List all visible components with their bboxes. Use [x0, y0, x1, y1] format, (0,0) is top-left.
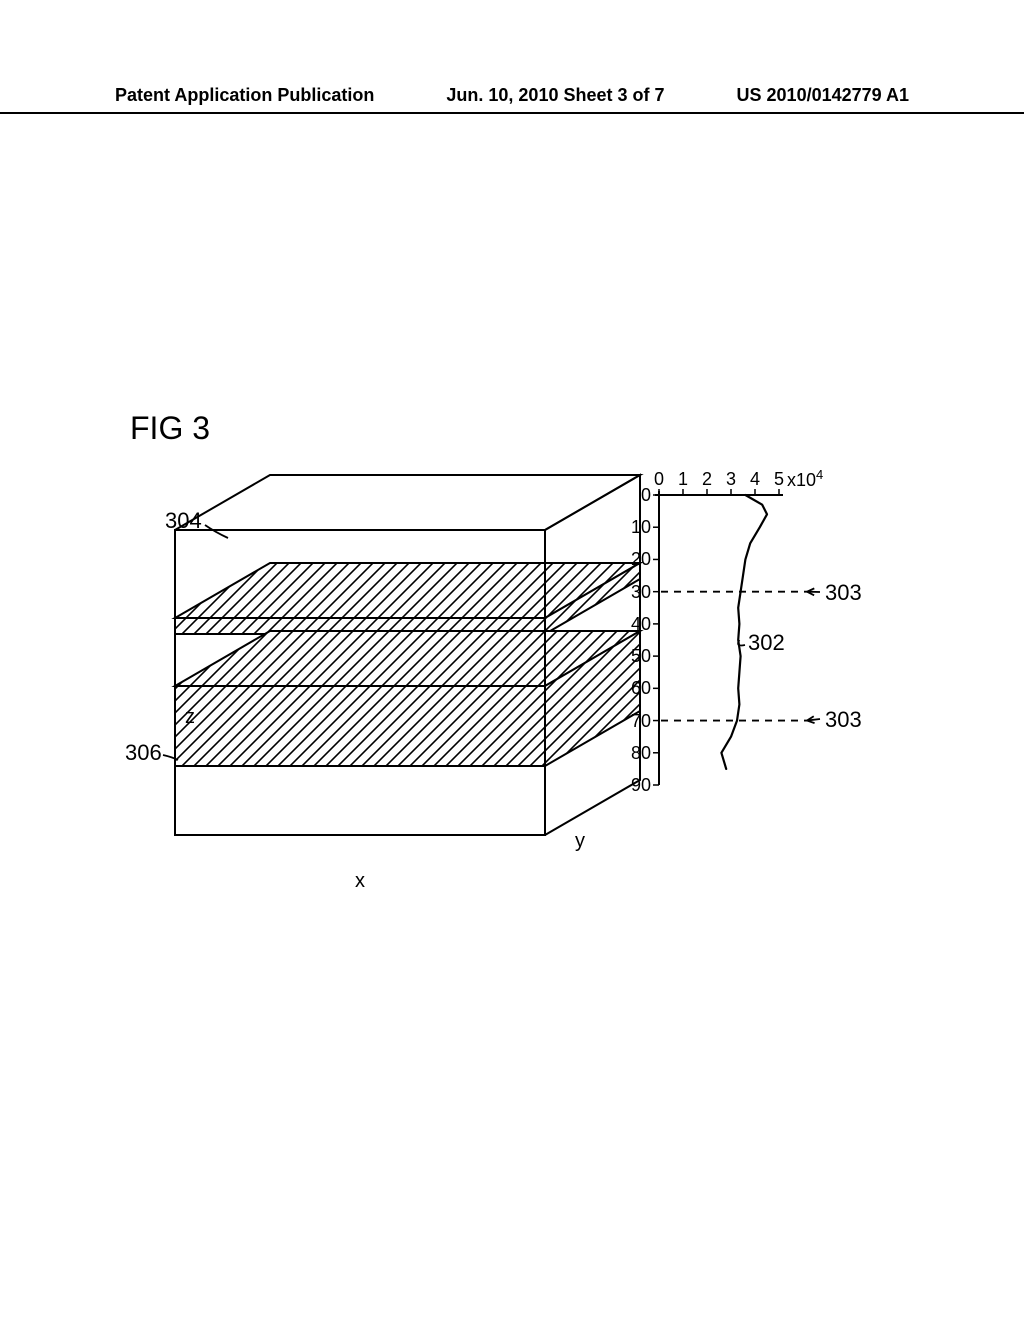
y-tick-90: 90	[621, 775, 651, 796]
ref-304: 304	[165, 508, 202, 534]
y-tick-40: 40	[621, 614, 651, 635]
y-tick-10: 10	[621, 517, 651, 538]
x-tick-5: 5	[774, 469, 784, 490]
y-tick-70: 70	[621, 711, 651, 732]
y-tick-60: 60	[621, 678, 651, 699]
y-tick-20: 20	[621, 549, 651, 570]
y-tick-0: 0	[621, 485, 651, 506]
ref-306: 306	[125, 740, 162, 766]
x-tick-1: 1	[678, 469, 688, 490]
y-tick-80: 80	[621, 743, 651, 764]
x-tick-4: 4	[750, 469, 760, 490]
x-tick-0: 0	[654, 469, 664, 490]
ref-303b: 303	[825, 707, 862, 733]
ref-302: 302	[748, 630, 785, 656]
figure-svg	[0, 0, 1024, 1320]
axis-x-label: x	[355, 870, 365, 893]
ref-303a: 303	[825, 580, 862, 606]
x-tick-3: 3	[726, 469, 736, 490]
axis-y-label: y	[575, 830, 585, 853]
y-tick-50: 50	[621, 646, 651, 667]
x-exponent: x104	[787, 467, 823, 491]
x-tick-2: 2	[702, 469, 712, 490]
axis-z-label: z	[185, 706, 195, 729]
y-tick-30: 30	[621, 582, 651, 603]
